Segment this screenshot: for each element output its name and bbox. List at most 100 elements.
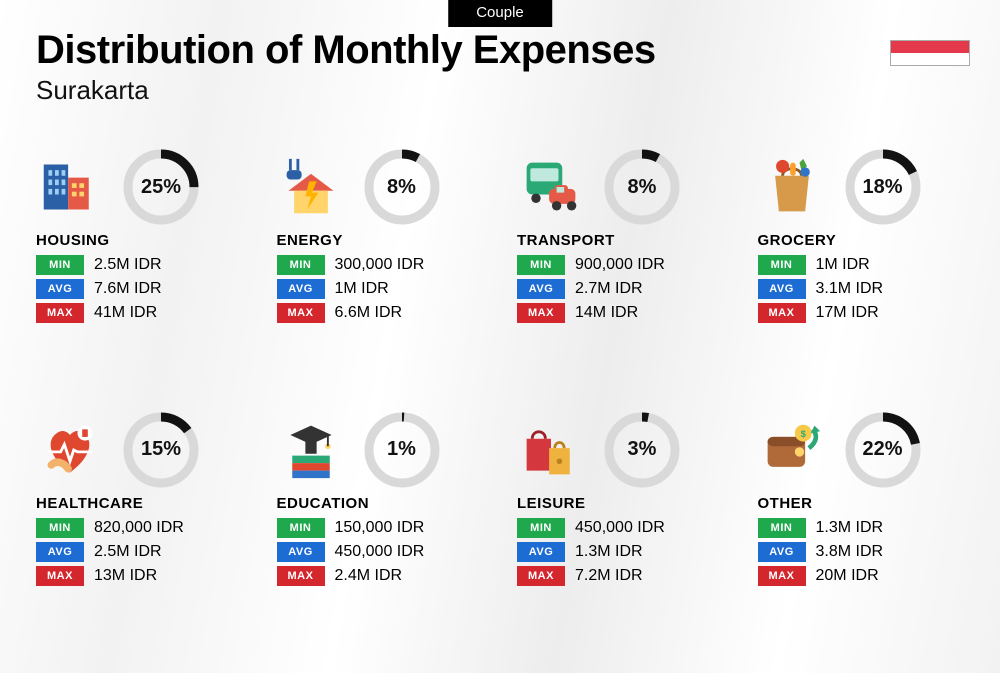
min-value: 820,000 IDR [94,519,184,537]
percent-label: 18% [844,148,922,226]
max-value: 13M IDR [94,567,157,585]
stat-max: MAX 17M IDR [758,303,971,323]
category-housing: 25% HOUSING MIN 2.5M IDR AVG 7.6M IDR MA… [36,148,249,391]
stat-min: MIN 900,000 IDR [517,255,730,275]
stat-avg: AVG 2.5M IDR [36,542,249,562]
donut-healthcare: 15% [122,411,200,489]
min-value: 450,000 IDR [575,519,665,537]
tag-min: MIN [36,518,84,538]
percent-label: 15% [122,411,200,489]
max-value: 41M IDR [94,304,157,322]
category-name: TRANSPORT [517,232,730,249]
avg-value: 2.7M IDR [575,280,643,298]
education-icon [277,416,345,484]
stat-avg: AVG 7.6M IDR [36,279,249,299]
grocery-icon [758,153,826,221]
category-name: GROCERY [758,232,971,249]
donut-other: 22% [844,411,922,489]
header: Distribution of Monthly Expenses Surakar… [36,28,656,106]
max-value: 6.6M IDR [335,304,403,322]
category-name: HOUSING [36,232,249,249]
housing-icon [36,153,104,221]
percent-label: 8% [603,148,681,226]
stat-avg: AVG 3.8M IDR [758,542,971,562]
avg-value: 1M IDR [335,280,389,298]
category-leisure: 3% LEISURE MIN 450,000 IDR AVG 1.3M IDR … [517,411,730,654]
min-value: 1M IDR [816,256,870,274]
page-subtitle: Surakarta [36,75,656,106]
avg-value: 450,000 IDR [335,543,425,561]
tag-max: MAX [277,566,325,586]
other-icon: $ [758,416,826,484]
tag-min: MIN [277,518,325,538]
tag-max: MAX [36,566,84,586]
min-value: 900,000 IDR [575,256,665,274]
category-healthcare: 15% HEALTHCARE MIN 820,000 IDR AVG 2.5M … [36,411,249,654]
category-education: 1% EDUCATION MIN 150,000 IDR AVG 450,000… [277,411,490,654]
stat-min: MIN 820,000 IDR [36,518,249,538]
stat-max: MAX 2.4M IDR [277,566,490,586]
category-other: $ 22% OTHER MIN 1.3M IDR AVG 3.8M IDR MA… [758,411,971,654]
min-value: 1.3M IDR [816,519,884,537]
tag-max: MAX [36,303,84,323]
stat-min: MIN 1M IDR [758,255,971,275]
category-grid: 25% HOUSING MIN 2.5M IDR AVG 7.6M IDR MA… [36,148,970,653]
max-value: 20M IDR [816,567,879,585]
stat-avg: AVG 1M IDR [277,279,490,299]
avg-value: 7.6M IDR [94,280,162,298]
tag-min: MIN [517,255,565,275]
tag-min: MIN [758,255,806,275]
donut-education: 1% [363,411,441,489]
percent-label: 3% [603,411,681,489]
tag-max: MAX [517,566,565,586]
tag-max: MAX [277,303,325,323]
percent-label: 1% [363,411,441,489]
stat-avg: AVG 3.1M IDR [758,279,971,299]
category-name: OTHER [758,495,971,512]
max-value: 17M IDR [816,304,879,322]
donut-grocery: 18% [844,148,922,226]
stat-min: MIN 150,000 IDR [277,518,490,538]
category-transport: 8% TRANSPORT MIN 900,000 IDR AVG 2.7M ID… [517,148,730,391]
category-name: LEISURE [517,495,730,512]
max-value: 7.2M IDR [575,567,643,585]
tag-avg: AVG [517,542,565,562]
tag-max: MAX [758,303,806,323]
stat-max: MAX 6.6M IDR [277,303,490,323]
stat-avg: AVG 2.7M IDR [517,279,730,299]
tag-max: MAX [758,566,806,586]
avg-value: 3.8M IDR [816,543,884,561]
tag-min: MIN [277,255,325,275]
avg-value: 1.3M IDR [575,543,643,561]
donut-energy: 8% [363,148,441,226]
donut-transport: 8% [603,148,681,226]
tag-min: MIN [36,255,84,275]
category-energy: 8% ENERGY MIN 300,000 IDR AVG 1M IDR MAX… [277,148,490,391]
stat-min: MIN 2.5M IDR [36,255,249,275]
donut-housing: 25% [122,148,200,226]
tag-avg: AVG [758,542,806,562]
stat-max: MAX 13M IDR [36,566,249,586]
category-grocery: 18% GROCERY MIN 1M IDR AVG 3.1M IDR MAX … [758,148,971,391]
percent-label: 22% [844,411,922,489]
stat-min: MIN 450,000 IDR [517,518,730,538]
healthcare-icon [36,416,104,484]
stat-min: MIN 300,000 IDR [277,255,490,275]
category-name: HEALTHCARE [36,495,249,512]
min-value: 300,000 IDR [335,256,425,274]
category-name: EDUCATION [277,495,490,512]
tag-max: MAX [517,303,565,323]
tag-avg: AVG [36,279,84,299]
tag-avg: AVG [758,279,806,299]
stat-avg: AVG 1.3M IDR [517,542,730,562]
category-name: ENERGY [277,232,490,249]
tag-avg: AVG [277,542,325,562]
svg-text:$: $ [800,428,806,438]
min-value: 150,000 IDR [335,519,425,537]
page-title: Distribution of Monthly Expenses [36,28,656,73]
stat-min: MIN 1.3M IDR [758,518,971,538]
flag-icon [890,40,970,66]
tag-avg: AVG [277,279,325,299]
percent-label: 25% [122,148,200,226]
stat-max: MAX 14M IDR [517,303,730,323]
